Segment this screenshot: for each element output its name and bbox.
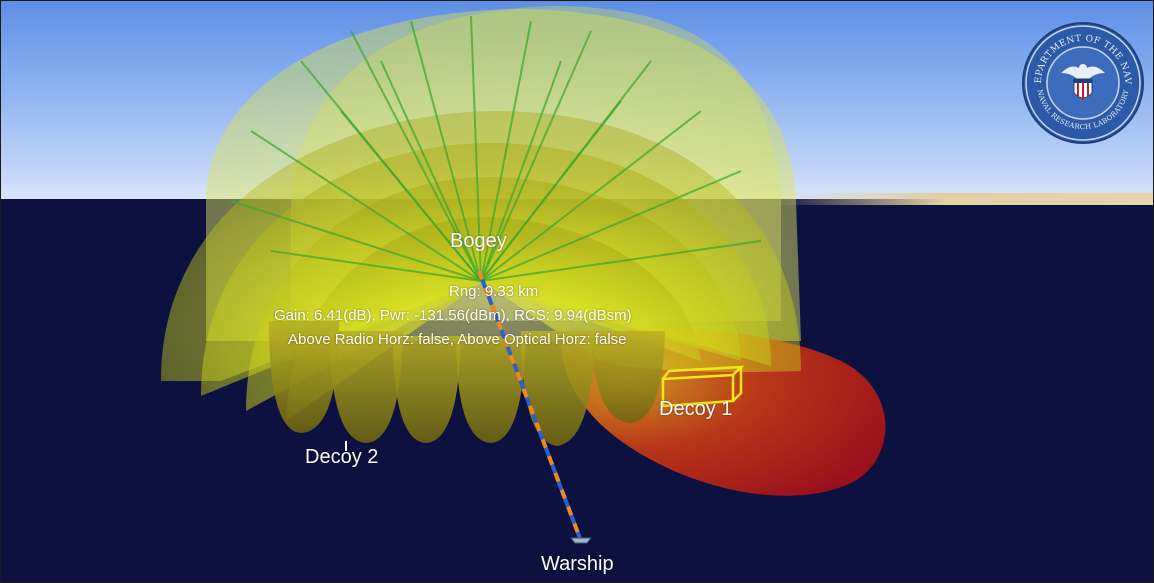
- main-lobe: [246, 176, 741, 411]
- decoy-2-label[interactable]: Decoy 2: [305, 446, 379, 468]
- warship-label[interactable]: Warship: [541, 553, 614, 575]
- decoy-1-box[interactable]: [661, 365, 745, 408]
- track-line: [477, 270, 583, 542]
- navy-seal-icon: DEPARTMENT OF THE NAVY NAVAL RESEARCH LA…: [1021, 21, 1144, 144]
- lobe-columns: [269, 321, 665, 446]
- warship-marker[interactable]: [569, 537, 593, 544]
- decoy-1-label[interactable]: Decoy 1: [659, 398, 733, 420]
- gain-power-rcs-readout: Gain: 6.41(dB), Pwr: -131.56(dBm), RCS: …: [274, 307, 632, 324]
- beam-rays: [230, 15, 762, 282]
- range-readout: Rng: 9.33 km: [449, 283, 539, 300]
- horizon-readout: Above Radio Horz: false, Above Optical H…: [288, 331, 627, 348]
- horizon-land-strip: [771, 193, 1153, 205]
- bogey-label[interactable]: Bogey: [450, 230, 507, 252]
